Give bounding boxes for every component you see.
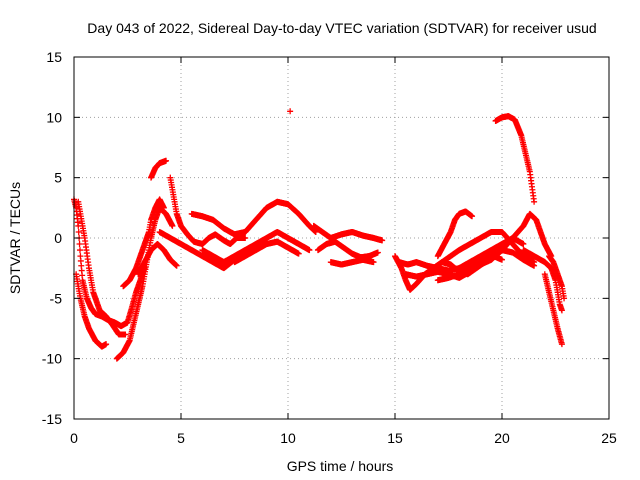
y-tick-label: -5 <box>50 290 63 306</box>
y-tick-label: -15 <box>42 411 62 427</box>
x-tick-label: 20 <box>494 430 510 446</box>
series-arc-11 <box>199 228 313 266</box>
data-point <box>242 235 249 241</box>
data-point <box>379 237 386 244</box>
series-arc-7 <box>167 174 249 248</box>
series-arc-6 <box>148 157 170 181</box>
x-axis-label: GPS time / hours <box>287 458 394 474</box>
series-arc-8 <box>135 241 180 278</box>
data-point <box>370 259 377 266</box>
data-points <box>71 108 568 362</box>
data-point <box>103 341 110 348</box>
data-point <box>160 204 167 211</box>
axes: 0 5 10 15 20 25 -15 -10 -5 0 5 10 15 <box>42 49 617 446</box>
chart-title: Day 043 of 2022, Sidereal Day-to-day VTE… <box>87 20 596 36</box>
data-point <box>295 250 302 257</box>
data-point <box>306 247 313 254</box>
y-tick-label: 10 <box>46 109 62 125</box>
data-point <box>287 108 294 115</box>
series-arc-3 <box>75 198 129 338</box>
x-tick-label: 10 <box>280 430 296 446</box>
x-tick-label: 5 <box>177 430 185 446</box>
series-arc-5 <box>120 196 167 290</box>
series-arc-14 <box>314 238 381 261</box>
series-arc-10 <box>188 198 319 238</box>
y-axis-label: SDTVAR / TECUs <box>7 182 23 294</box>
y-tick-label: -10 <box>42 351 62 367</box>
y-tick-label: 5 <box>54 170 62 186</box>
data-point <box>531 198 538 205</box>
series-outlier <box>287 108 294 115</box>
y-tick-label: 0 <box>54 230 62 246</box>
series-arc-4 <box>113 204 176 362</box>
series-arc-13 <box>310 222 386 244</box>
y-tick-label: 15 <box>46 49 62 65</box>
data-point <box>374 249 381 256</box>
grid <box>74 57 609 419</box>
data-point <box>75 228 82 235</box>
series-arc-2 <box>73 271 110 350</box>
data-point <box>122 331 129 338</box>
x-tick-label: 0 <box>70 430 78 446</box>
x-tick-label: 15 <box>387 430 403 446</box>
series-arc-18 <box>402 210 555 281</box>
x-tick-label: 25 <box>601 430 617 446</box>
data-point <box>76 247 83 254</box>
series-arc-12 <box>231 238 302 266</box>
data-point <box>163 157 170 164</box>
data-point <box>76 241 83 248</box>
series-arc-15 <box>327 256 377 268</box>
data-point <box>169 222 176 229</box>
data-point <box>173 262 180 269</box>
series-arc-22 <box>492 113 538 205</box>
